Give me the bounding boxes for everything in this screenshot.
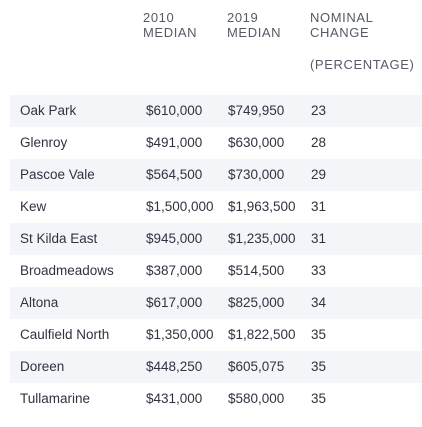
table-row: Oak Park $610,000 $749,950 23: [10, 95, 422, 127]
change-cell: 31: [311, 199, 327, 214]
median-2010-cell: $1,500,000: [146, 199, 214, 214]
header-change-line2: CHANGE: [310, 25, 370, 40]
header-2019-median: 2019 MEDIAN: [227, 10, 281, 40]
change-cell: 34: [311, 295, 327, 310]
header-2010-label: MEDIAN: [143, 25, 198, 40]
median-2019-cell: $825,000: [228, 295, 285, 310]
median-2019-cell: $630,000: [228, 135, 285, 150]
suburb-cell: Tullamarine: [20, 391, 91, 406]
median-2010-cell: $448,250: [146, 359, 203, 374]
table-row: Tullamarine $431,000 $580,000 35: [10, 383, 422, 415]
median-2019-cell: $1,235,000: [228, 231, 296, 246]
median-2019-cell: $514,500: [228, 263, 285, 278]
suburb-cell: Caulfield North: [20, 327, 110, 342]
median-2010-cell: $387,000: [146, 263, 203, 278]
median-2010-cell: $431,000: [146, 391, 203, 406]
header-change-unit: (PERCENTAGE): [310, 57, 415, 72]
median-2010-cell: $564,500: [146, 167, 203, 182]
suburb-cell: Broadmeadows: [20, 263, 114, 278]
table-body: Oak Park $610,000 $749,950 23 Glenroy $491,00…: [10, 95, 422, 415]
table-row: Pascoe Vale $564,500 $730,000 29: [10, 159, 422, 191]
median-2010-cell: $617,000: [146, 295, 203, 310]
median-2010-cell: $945,000: [146, 231, 203, 246]
median-2019-cell: $1,963,500: [228, 199, 296, 214]
change-cell: 23: [311, 103, 327, 118]
median-2010-cell: $491,000: [146, 135, 203, 150]
change-cell: 35: [311, 391, 327, 406]
table-row: Broadmeadows $387,000 $514,500 33: [10, 255, 422, 287]
median-2010-cell: $610,000: [146, 103, 203, 118]
suburb-cell: Oak Park: [20, 103, 77, 118]
median-2010-cell: $1,350,000: [146, 327, 214, 342]
change-cell: 33: [311, 263, 327, 278]
header-2010-median: 2010 MEDIAN: [143, 10, 197, 40]
suburb-cell: Pascoe Vale: [20, 167, 95, 182]
header-nominal-change: NOMINAL CHANGE: [310, 10, 373, 40]
header-change-line1: NOMINAL: [310, 10, 374, 25]
change-cell: 35: [311, 327, 327, 342]
median-2019-cell: $605,075: [228, 359, 285, 374]
median-2019-cell: $749,950: [228, 103, 285, 118]
table-row: Glenroy $491,000 $630,000 28: [10, 127, 422, 159]
median-2019-cell: $730,000: [228, 167, 285, 182]
suburb-cell: Kew: [20, 199, 47, 214]
change-cell: 29: [311, 167, 327, 182]
suburb-cell: Altona: [20, 295, 59, 310]
table-row: St Kilda East $945,000 $1,235,000 31: [10, 223, 422, 255]
suburb-cell: St Kilda East: [20, 231, 98, 246]
change-cell: 28: [311, 135, 327, 150]
median-2019-cell: $1,822,500: [228, 327, 296, 342]
header-2010-year: 2010: [143, 10, 175, 25]
table-row: Caulfield North $1,350,000 $1,822,500 35: [10, 319, 422, 351]
change-cell: 31: [311, 231, 327, 246]
header-2019-year: 2019: [227, 10, 259, 25]
table-row: Kew $1,500,000 $1,963,500 31: [10, 191, 422, 223]
table-row: Doreen $448,250 $605,075 35: [10, 351, 422, 383]
header-2019-label: MEDIAN: [227, 25, 282, 40]
table-row: Altona $617,000 $825,000 34: [10, 287, 422, 319]
suburb-cell: Doreen: [20, 359, 65, 374]
change-cell: 35: [311, 359, 327, 374]
suburb-cell: Glenroy: [20, 135, 68, 150]
median-2019-cell: $580,000: [228, 391, 285, 406]
